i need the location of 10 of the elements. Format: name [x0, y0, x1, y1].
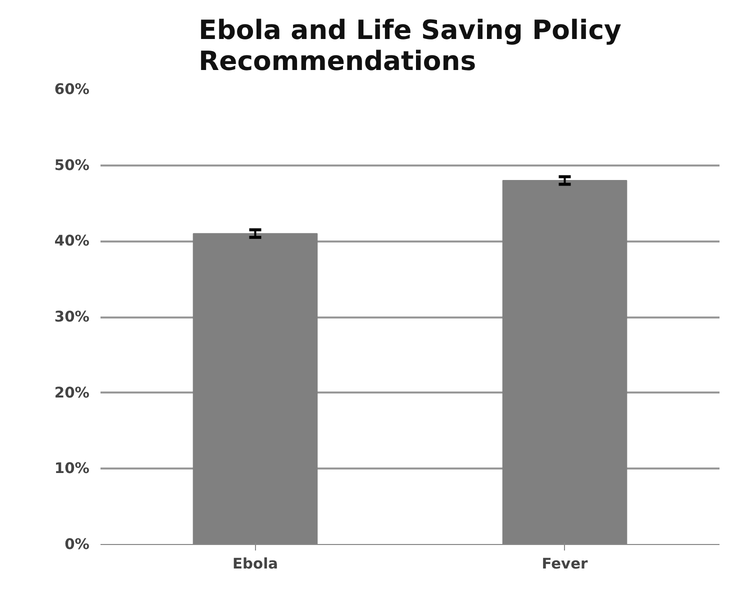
- x-tick-label: Fever: [542, 556, 589, 572]
- y-tick-label: 50%: [54, 156, 90, 174]
- y-tick-label: 10%: [54, 460, 90, 478]
- y-tick-label: 40%: [54, 232, 90, 250]
- chart-title: Ebola and Life Saving Policy Recommendations: [198, 15, 622, 77]
- y-tick-label: 20%: [54, 384, 90, 402]
- y-tick-label: 30%: [54, 308, 90, 326]
- y-tick-label: 60%: [54, 81, 90, 98]
- y-tick-label: 0%: [64, 536, 90, 553]
- x-tick-label: Ebola: [232, 556, 278, 572]
